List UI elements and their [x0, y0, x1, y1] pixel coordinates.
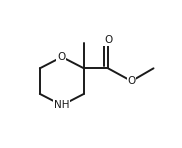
Text: O: O [127, 76, 136, 86]
Text: O: O [104, 35, 112, 45]
Text: NH: NH [54, 100, 70, 110]
Text: O: O [57, 52, 65, 62]
